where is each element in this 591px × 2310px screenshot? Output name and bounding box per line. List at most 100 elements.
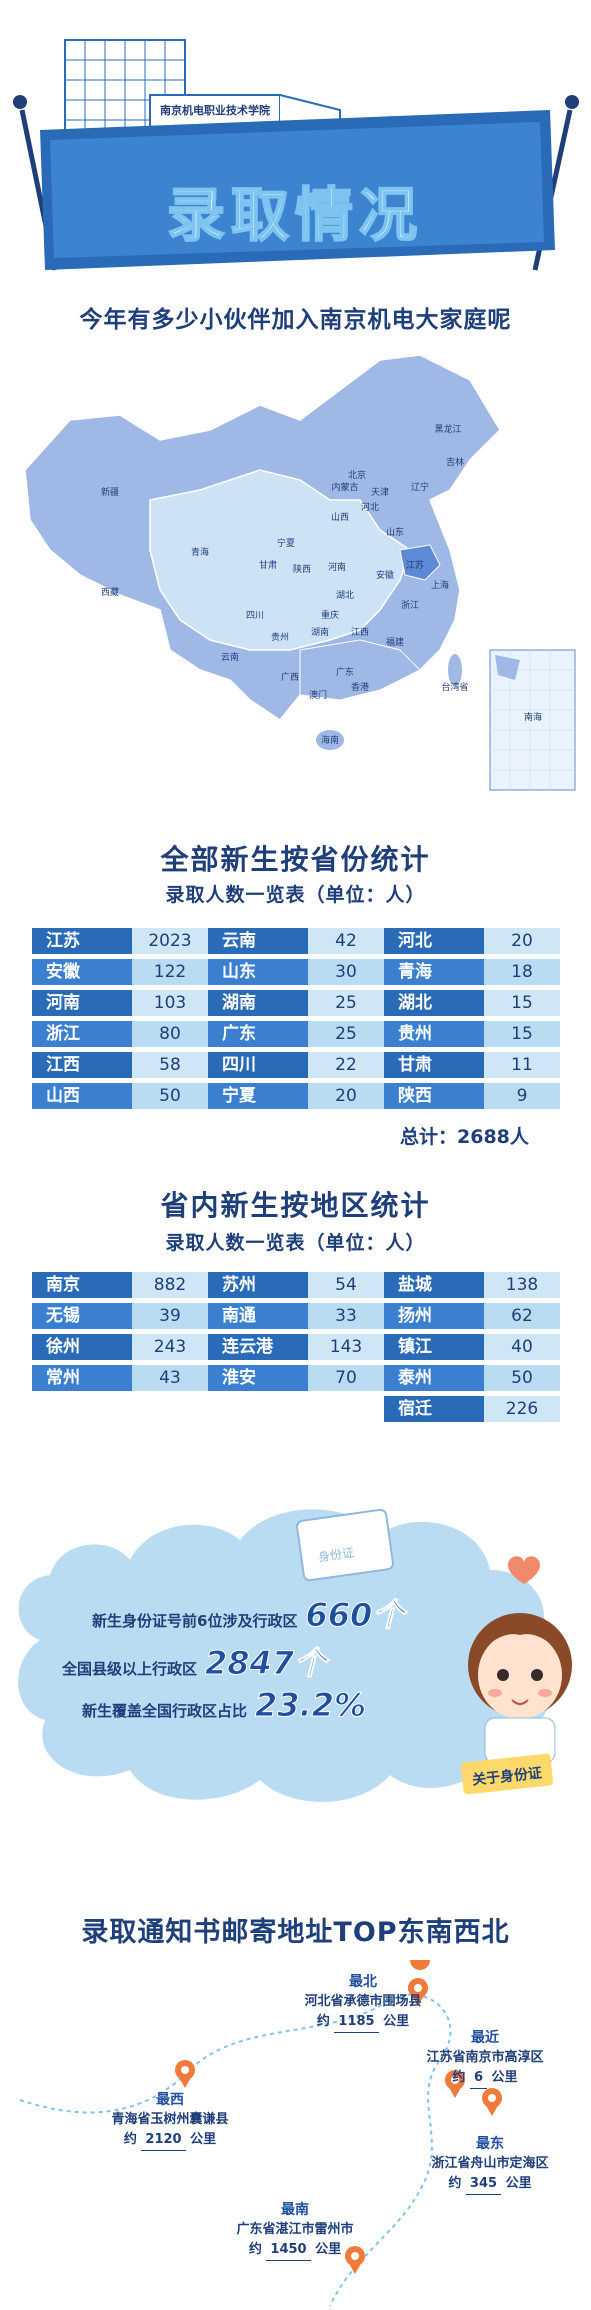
fact-line-2: 全国县级以上行政区 2847个	[62, 1638, 327, 1684]
table-cell-name: 山西	[32, 1083, 132, 1109]
address-distance: 345	[465, 2174, 502, 2195]
table-cell-name: 浙江	[32, 1021, 132, 1047]
address-direction: 最东	[476, 2136, 504, 2152]
map-province-label: 青海	[191, 546, 209, 558]
table-cell-value: 58	[132, 1052, 208, 1078]
province-stats-title: 全部新生按省份统计	[160, 843, 431, 876]
table-cell-name: 河北	[384, 928, 484, 954]
table-cell-name: 苏州	[208, 1272, 308, 1298]
fact-number: 23.2%	[255, 1686, 367, 1725]
table-cell-value: 33	[308, 1303, 384, 1329]
address-distance: 1450	[266, 2240, 311, 2261]
table-cell-value: 25	[308, 1021, 384, 1047]
map-province-label: 河北	[361, 501, 379, 513]
fact-number: 2847个	[205, 1644, 327, 1683]
banner-graphic	[13, 39, 579, 271]
table-cell-name: 湖南	[208, 990, 308, 1016]
map-province-label: 香港	[351, 681, 369, 693]
map-province-label: 四川	[246, 611, 264, 621]
map-province-label: 陕西	[293, 563, 311, 575]
map-province-label: 台湾省	[441, 681, 468, 693]
map-province-label: 安徽	[376, 569, 394, 581]
china-map: 黑龙江 吉林 辽宁 内蒙古 北京 天津 河北 山西 山东 新疆 西藏 青海 甘肃 宁夏 陕西 河南 江苏 安徽 湖北…	[0, 350, 591, 810]
address-distance: 2120	[141, 2130, 186, 2151]
table-cell-name: 宿迁	[384, 1396, 484, 1422]
table-cell-value: 25	[308, 990, 384, 1016]
table-cell-value: 22	[308, 1052, 384, 1078]
table-cell-value: 9	[484, 1083, 560, 1109]
table-cell-value: 138	[484, 1272, 560, 1298]
address-direction: 最南	[281, 2202, 309, 2218]
table-cell-value: 2023	[132, 928, 208, 954]
table-cell-name: 四川	[208, 1052, 308, 1078]
address-north: 最北 河北省承德市围场县 约 1185 公里	[278, 1972, 448, 2033]
table-cell-value: 40	[484, 1334, 560, 1360]
route-graphic	[19, 1950, 502, 2307]
address-distance: 1185	[334, 2012, 379, 2033]
address-place: 青海省玉树州囊谦县	[111, 2112, 229, 2127]
table-cell-name: 广东	[208, 1021, 308, 1047]
map-province-label: 云南	[221, 651, 239, 663]
region-stats-title: 省内新生按地区统计	[160, 1189, 431, 1222]
map-province-label: 海南	[321, 734, 339, 746]
province-stats-subtitle: 录取人数一览表（单位：人）	[165, 884, 426, 906]
map-province-label: 澳门	[309, 689, 327, 701]
map-province-label: 浙江	[401, 599, 419, 611]
table-cell-value: 18	[484, 959, 560, 985]
page-subtitle: 今年有多少小伙伴加入南京机电大家庭呢	[79, 307, 512, 333]
page-title: 录取情况	[166, 180, 423, 250]
map-province-label: 黑龙江	[434, 423, 461, 435]
table-cell-name: 常州	[32, 1365, 132, 1391]
addresses-title: 录取通知书邮寄地址TOP东南西北	[81, 1917, 510, 1948]
map-province-label: 吉林	[446, 456, 464, 468]
id-facts-panel: 身份证 关于身份证 新生身份证号前6位涉及行政区 660个 全国县级以上行政区 28…	[0, 1490, 591, 1840]
map-province-label: 江苏	[406, 559, 424, 571]
address-direction: 最北	[349, 1974, 377, 1990]
address-direction: 最西	[156, 2092, 184, 2108]
map-province-label: 北京	[348, 469, 366, 481]
map-province-label: 重庆	[321, 609, 339, 621]
table-cell-value: 50	[132, 1083, 208, 1109]
map-province-label: 广西	[281, 671, 299, 683]
map-province-label: 天津	[371, 487, 389, 498]
table-cell-name: 安徽	[32, 959, 132, 985]
address-distance: 6	[469, 2068, 488, 2089]
map-province-label: 内蒙古	[331, 481, 358, 493]
address-distance-line: 约 6 公里	[400, 2068, 570, 2089]
fact-number: 660个	[305, 1596, 405, 1635]
cloud-graphic	[18, 1508, 572, 1802]
fact-label: 新生覆盖全国行政区占比	[82, 1702, 248, 1720]
address-south: 最南 广东省湛江市雷州市 约 1450 公里	[200, 2200, 390, 2261]
address-distance-line: 约 1450 公里	[200, 2240, 390, 2261]
table-cell-name: 云南	[208, 928, 308, 954]
table-cell-name: 泰州	[384, 1365, 484, 1391]
map-province-label: 南海	[524, 711, 542, 723]
table-cell-value: 39	[132, 1303, 208, 1329]
table-cell-name: 甘肃	[384, 1052, 484, 1078]
table-cell-value: 80	[132, 1021, 208, 1047]
table-cell-value: 42	[308, 928, 384, 954]
map-province-label: 辽宁	[411, 481, 429, 493]
table-cell-name: 江苏	[32, 928, 132, 954]
region-stats-table: 南京 882 苏州 54 盐城 138 无锡 39 南通 33 扬州 62 徐州 243 连云港 143 镇江 4…	[32, 1272, 560, 1427]
table-cell-name: 淮安	[208, 1365, 308, 1391]
map-province-label: 甘肃	[259, 559, 277, 571]
header-banner: 南京机电职业技术学院 录取情况	[0, 0, 591, 290]
map-province-label: 上海	[431, 579, 449, 591]
province-stats-table: 江苏 2023 云南 42 河北 20 安徽 122 山东 30 青海 18 河南 103 湖南 25 湖北 15…	[32, 928, 560, 1114]
address-west: 最西 青海省玉树州囊谦县 约 2120 公里	[75, 2090, 265, 2151]
table-cell-name: 无锡	[32, 1303, 132, 1329]
region-stats-subtitle: 录取人数一览表（单位：人）	[165, 1232, 426, 1254]
address-place: 江苏省南京市高淳区	[426, 2050, 544, 2065]
fact-line-1: 新生身份证号前6位涉及行政区 660个	[92, 1590, 405, 1636]
table-cell-value: 20	[484, 928, 560, 954]
map-province-label: 江西	[351, 627, 369, 638]
table-cell-name: 湖北	[384, 990, 484, 1016]
addresses-map: 最北 河北省承德市围场县 约 1185 公里 最近 江苏省南京市高淳区 约 6 …	[0, 1950, 591, 2307]
map-province-label: 广东	[336, 666, 354, 678]
table-cell-name: 贵州	[384, 1021, 484, 1047]
map-province-label: 福建	[386, 636, 404, 648]
address-distance-line: 约 2120 公里	[75, 2130, 265, 2151]
table-cell-name: 连云港	[208, 1334, 308, 1360]
